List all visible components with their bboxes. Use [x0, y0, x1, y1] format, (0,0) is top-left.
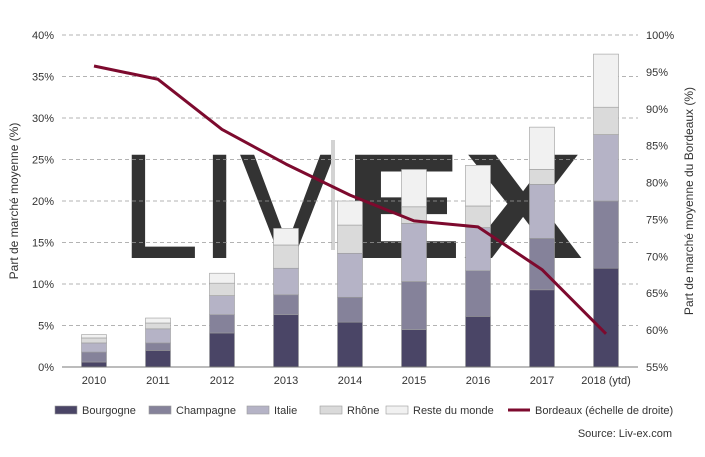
bar-segment — [465, 270, 491, 317]
legend-swatch — [385, 405, 409, 415]
bar-segment — [401, 169, 427, 208]
x-tick-label: 2018 (ytd) — [581, 375, 631, 387]
y-tick-label-right: 100% — [646, 30, 674, 42]
legend-label: Bordeaux (échelle de droite) — [535, 405, 673, 417]
x-tick-label: 2015 — [402, 375, 426, 387]
bordeaux-line — [93, 64, 608, 335]
bar-segment — [209, 272, 235, 284]
bar-segment — [465, 205, 491, 228]
legend-label: Reste du monde — [413, 405, 494, 417]
bar-segment — [529, 169, 555, 185]
bar-segment — [145, 342, 171, 351]
bar-segment — [337, 252, 363, 298]
legend-swatch — [319, 405, 343, 415]
y-tick-label-left: 0% — [38, 362, 54, 374]
y-tick-label-left: 35% — [32, 72, 54, 84]
bar-segment — [465, 165, 491, 207]
y-tick-label-left: 40% — [32, 30, 54, 42]
legend: Bourgogne Champagne Italie Rhône Reste du mo… — [54, 405, 673, 417]
legend-label: Bourgogne — [82, 405, 136, 417]
bar-segment — [401, 329, 427, 368]
bar-segment — [273, 267, 299, 296]
axes: 0% 5% 10% 15% 20% 25% 30% 35% 40% 55% 60% 65% 70% 75%… — [7, 30, 696, 387]
bar-segment — [145, 350, 171, 368]
x-tick-label: 2014 — [338, 375, 362, 387]
bar-segment — [465, 316, 491, 368]
y-tick-label-right: 85% — [646, 141, 668, 153]
source-label: Source: Liv-ex.com — [578, 428, 672, 440]
bar-segment — [145, 328, 171, 344]
legend-swatch — [148, 405, 172, 415]
x-tick-label: 2012 — [210, 375, 234, 387]
y-tick-label-right: 60% — [646, 325, 668, 337]
x-tick-label: 2016 — [466, 375, 490, 387]
bar-segment — [209, 314, 235, 334]
bar-segment — [337, 200, 363, 226]
bar-segment — [593, 53, 619, 108]
bar-segment — [273, 228, 299, 246]
bar-segment — [401, 223, 427, 282]
bar-segment — [209, 295, 235, 316]
y-tick-label-right: 80% — [646, 178, 668, 190]
watermark-text-liv: LIV — [120, 122, 335, 290]
bar-segment — [593, 134, 619, 202]
bar-segment — [273, 294, 299, 316]
bordeaux-line-group — [93, 64, 608, 335]
y-tick-label-right: 95% — [646, 67, 668, 79]
bar-segment — [81, 361, 107, 368]
x-tick-label: 2017 — [530, 375, 554, 387]
y-tick-label-right: 70% — [646, 251, 668, 263]
bar-segment — [529, 126, 555, 170]
y-axis-title-left: Part de marché moyenne (%) — [7, 123, 21, 280]
bar-segment — [401, 281, 427, 330]
y-tick-label-left: 10% — [32, 279, 54, 291]
bar-segment — [337, 321, 363, 368]
bar-segment — [81, 342, 107, 353]
bar-segment — [593, 200, 619, 269]
bar-segment — [273, 314, 299, 368]
bars — [81, 53, 619, 368]
y-tick-label-right: 65% — [646, 288, 668, 300]
y-tick-label-left: 5% — [38, 321, 54, 333]
bar-segment — [145, 317, 171, 324]
bar-segment — [81, 334, 107, 339]
y-tick-label-right: 55% — [646, 362, 668, 374]
y-tick-label-left: 20% — [32, 196, 54, 208]
legend-label: Champagne — [176, 405, 236, 417]
bar-segment — [529, 184, 555, 239]
bar-segment — [145, 322, 171, 330]
bar-segment — [209, 282, 235, 296]
bar-segment — [81, 337, 107, 344]
bar-segment — [209, 332, 235, 368]
bar-segment — [529, 289, 555, 368]
x-tick-label: 2010 — [82, 375, 106, 387]
y-tick-label-left: 30% — [32, 113, 54, 125]
bar-segment — [273, 244, 299, 269]
x-tick-label: 2013 — [274, 375, 298, 387]
y-tick-label-left: 25% — [32, 155, 54, 167]
bar-segment — [465, 227, 491, 272]
y-tick-label-right: 75% — [646, 214, 668, 226]
watermark-divider — [331, 140, 335, 250]
y-axis-title-right: Part de marché moyenne du Bordeaux (%) — [682, 87, 696, 315]
y-tick-label-right: 90% — [646, 104, 668, 116]
bar-segment — [81, 351, 107, 363]
bar-segment — [337, 296, 363, 323]
bar-segment — [337, 224, 363, 254]
legend-swatch — [246, 405, 270, 415]
bar-segment — [593, 106, 619, 135]
y-tick-label-left: 15% — [32, 238, 54, 250]
x-tick-label: 2011 — [146, 375, 170, 387]
bar-segment — [593, 267, 619, 368]
legend-swatch — [54, 405, 78, 415]
legend-label: Rhône — [347, 405, 379, 417]
legend-label: Italie — [274, 405, 297, 417]
